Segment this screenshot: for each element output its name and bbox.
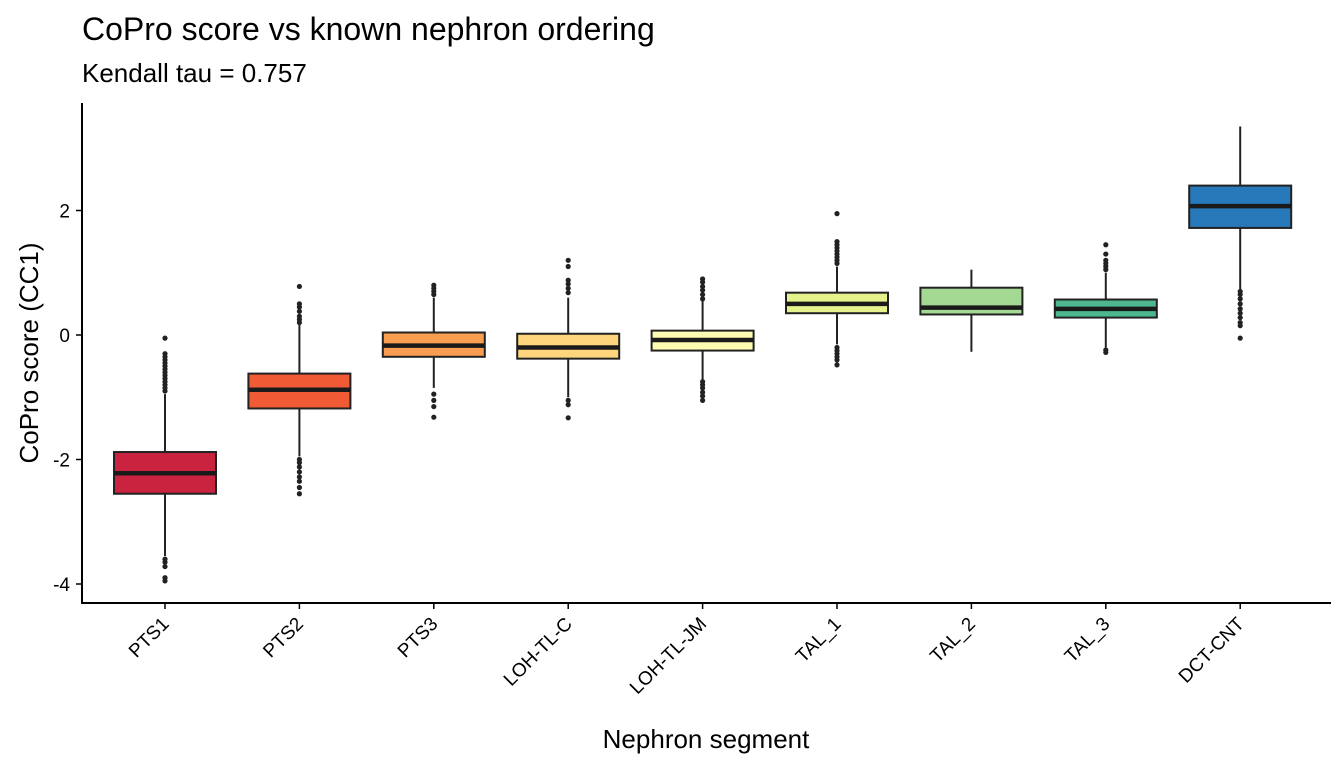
outlier-point	[296, 464, 302, 470]
outlier-point	[565, 415, 571, 421]
x-tick-label: PTS3	[394, 614, 442, 662]
box-group	[516, 257, 621, 421]
outlier-point	[431, 391, 437, 397]
outlier-point	[296, 484, 302, 491]
y-tick-label: 2	[59, 202, 70, 223]
outlier-point	[1103, 251, 1109, 257]
outlier-point	[565, 290, 571, 296]
box-group	[919, 269, 1024, 352]
plot-marks	[113, 126, 1293, 584]
x-tick-label: LOH-TL-C	[500, 614, 577, 691]
outlier-point	[1237, 314, 1243, 321]
outlier-point	[296, 301, 302, 307]
outlier-point	[1237, 319, 1243, 326]
outlier-point	[834, 211, 840, 217]
outlier-point	[1237, 288, 1243, 295]
box-group	[381, 282, 486, 420]
outlier-point	[296, 283, 302, 290]
outlier-point	[1237, 296, 1243, 302]
outlier-point	[700, 379, 706, 385]
box-group	[1188, 126, 1293, 341]
outlier-point	[296, 491, 302, 497]
outlier-point	[162, 388, 168, 394]
outlier-point	[1237, 306, 1243, 312]
outlier-point	[162, 575, 168, 581]
outlier-point	[700, 389, 706, 395]
outlier-point	[162, 335, 168, 341]
box-group	[113, 335, 217, 584]
chart-subtitle: Kendall tau = 0.757	[82, 58, 307, 88]
outlier-point	[296, 474, 302, 480]
outlier-point	[1237, 310, 1243, 316]
outlier-point	[1103, 242, 1109, 248]
x-tick-label: PTS1	[125, 614, 173, 662]
y-tick-label: 0	[59, 326, 70, 347]
outlier-point	[565, 257, 571, 263]
outlier-point	[834, 239, 840, 245]
outlier-point	[296, 469, 302, 475]
x-tick-label: TAL_2	[926, 614, 979, 667]
outlier-point	[700, 287, 706, 293]
outlier-point	[296, 308, 302, 314]
box-group	[785, 211, 889, 368]
box	[919, 286, 1024, 316]
outlier-point	[700, 393, 706, 399]
outlier-point	[296, 313, 302, 319]
outlier-point	[565, 263, 571, 270]
y-tick-label: -2	[53, 451, 70, 472]
outlier-point	[834, 362, 840, 368]
x-tick-label: LOH-TL-JM	[626, 614, 711, 699]
outlier-point	[431, 403, 437, 410]
outlier-point	[431, 414, 437, 420]
outlier-point	[565, 281, 571, 287]
x-ticks: PTS1 PTS2 PTS3 LOH-TL-C LOH-TL-JM TAL_1 TAL_2 T…	[125, 603, 1249, 699]
x-tick-label: TAL_1	[792, 614, 845, 667]
outlier-point	[700, 397, 706, 403]
outlier-point	[1103, 347, 1109, 353]
outlier-point	[296, 478, 302, 484]
outlier-point	[700, 291, 706, 298]
x-tick-label: DCT-CNT	[1175, 613, 1249, 687]
x-axis-title: Nephron segment	[603, 724, 810, 754]
x-tick-label: TAL_3	[1061, 614, 1114, 667]
y-axis-title: CoPro score (CC1)	[14, 242, 44, 463]
box-group	[650, 276, 755, 403]
outlier-point	[565, 402, 571, 408]
outlier-point	[834, 344, 840, 351]
outlier-point	[1103, 257, 1109, 263]
axes	[81, 103, 1331, 604]
outlier-point	[700, 283, 706, 290]
outlier-point	[431, 397, 437, 403]
y-tick-label: -4	[53, 575, 70, 596]
outlier-point	[431, 282, 437, 288]
outlier-point	[162, 563, 168, 570]
outlier-point	[565, 277, 571, 283]
outlier-point	[565, 397, 571, 403]
chart-title: CoPro score vs known nephron ordering	[82, 11, 655, 47]
outlier-point	[162, 556, 168, 562]
outlier-point	[700, 276, 706, 282]
outlier-point	[1237, 335, 1243, 341]
outlier-point	[296, 456, 302, 463]
y-ticks: -4 -2 0 2	[53, 202, 82, 596]
box-group	[247, 283, 352, 497]
outlier-point	[1237, 301, 1243, 307]
outlier-point	[700, 296, 706, 302]
x-tick-label: PTS2	[259, 614, 307, 662]
box-group	[1053, 242, 1158, 356]
outlier-point	[565, 285, 571, 291]
